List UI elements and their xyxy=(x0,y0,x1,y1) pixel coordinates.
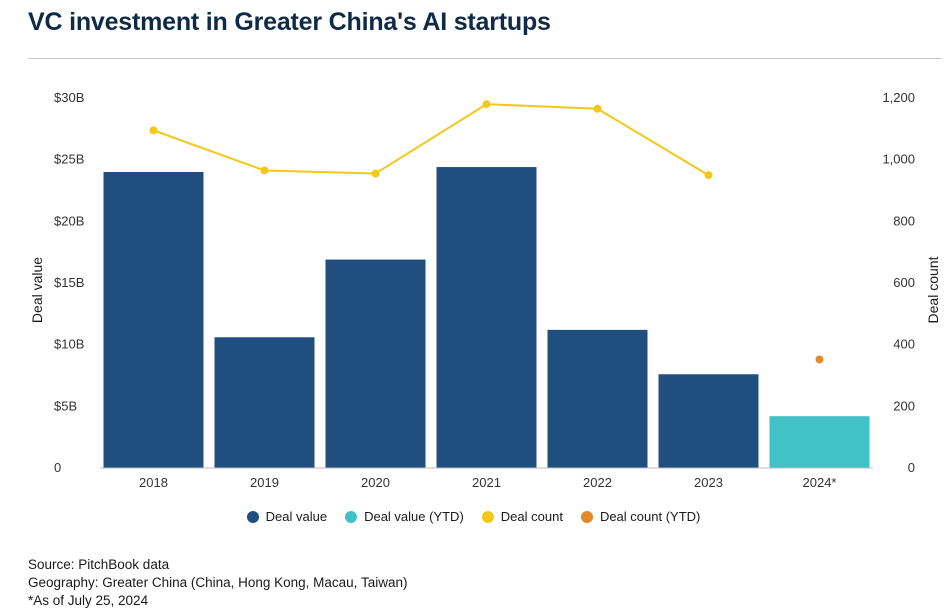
y2-tick-label: 0 xyxy=(908,460,915,475)
legend-label: Deal count (YTD) xyxy=(599,509,701,524)
deal-count-point xyxy=(482,100,491,109)
bar-2018 xyxy=(103,172,204,468)
y-tick-label: $20B xyxy=(54,213,84,228)
legend-label: Deal value (YTD) xyxy=(364,509,464,524)
footnotes: Source: PitchBook data Geography: Greate… xyxy=(28,556,407,610)
bar-2024* xyxy=(769,416,870,468)
bar-2019 xyxy=(214,337,315,468)
geography-note: Geography: Greater China (China, Hong Ko… xyxy=(28,575,408,590)
legend-item: Deal count (YTD) xyxy=(580,509,701,524)
bar-2021 xyxy=(436,167,537,469)
y-tick-label: $5B xyxy=(54,398,77,413)
y-tick-label: $15B xyxy=(54,275,84,290)
legend-item: Deal count xyxy=(481,509,563,524)
x-tick-label: 2024* xyxy=(803,475,837,490)
legend-swatch xyxy=(345,510,358,523)
deal-count-point xyxy=(593,104,602,113)
legend-swatch xyxy=(246,510,259,523)
legend-label: Deal count xyxy=(500,509,563,524)
x-tick-label: 2022 xyxy=(583,475,612,490)
date-note: *As of July 25, 2024 xyxy=(28,593,149,608)
chart-legend: Deal value Deal value (YTD) Deal count Deal… xyxy=(0,509,947,524)
x-tick-label: 2023 xyxy=(694,475,723,490)
bar-2022 xyxy=(547,329,648,468)
x-tick-label: 2020 xyxy=(361,475,390,490)
deal-count-point xyxy=(371,169,380,178)
y2-tick-label: 400 xyxy=(893,337,915,352)
x-tick-label: 2019 xyxy=(250,475,279,490)
y2-tick-label: 800 xyxy=(893,213,915,228)
title-divider xyxy=(28,58,942,59)
y-tick-label: 0 xyxy=(54,460,61,475)
y2-tick-label: 600 xyxy=(893,275,915,290)
y-tick-label: $30B xyxy=(54,90,84,105)
y2-tick-label: 1,000 xyxy=(882,152,915,167)
deal-count-point xyxy=(149,126,158,135)
y-tick-label: $25B xyxy=(54,152,84,167)
deal-count-line xyxy=(153,103,710,176)
y2-tick-label: 1,200 xyxy=(882,90,915,105)
legend-swatch xyxy=(481,510,494,523)
chart-canvas: Deal value Deal count 0 $5B $10B $15B $20B $2… xyxy=(29,90,941,490)
legend-swatch xyxy=(580,510,593,523)
y-tick-label: $10B xyxy=(54,337,84,352)
y2-axis-label: Deal count xyxy=(925,256,941,323)
deal-count-point xyxy=(704,171,713,180)
chart-title: VC investment in Greater China's AI star… xyxy=(28,8,551,36)
bar-2023 xyxy=(658,374,759,468)
x-tick-label: 2021 xyxy=(472,475,501,490)
legend-label: Deal value xyxy=(265,509,328,524)
deal-count-ytd-point xyxy=(815,355,824,364)
y2-tick-label: 200 xyxy=(893,398,915,413)
legend-item: Deal value (YTD) xyxy=(345,509,464,524)
source-note: Source: PitchBook data xyxy=(28,557,170,572)
legend-item: Deal value xyxy=(246,509,328,524)
bar-2020 xyxy=(325,259,426,468)
x-tick-label: 2018 xyxy=(139,475,168,490)
deal-count-point xyxy=(260,166,269,175)
y-axis-label: Deal value xyxy=(29,257,45,323)
